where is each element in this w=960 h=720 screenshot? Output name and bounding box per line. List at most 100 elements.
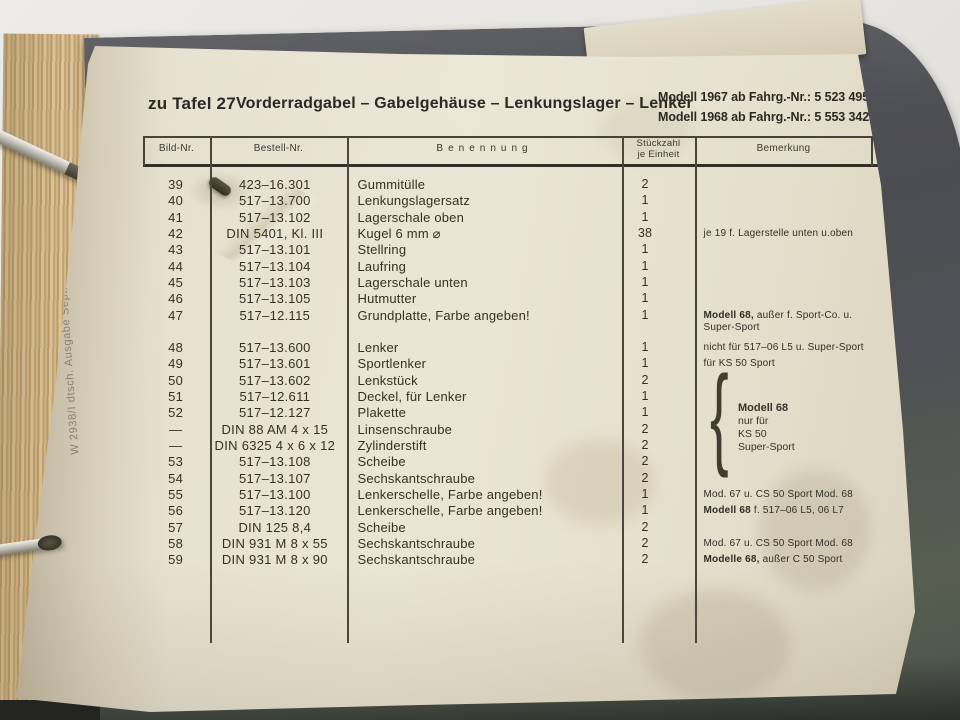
remark-text: außer f. Sport-Co. u. Super-Sport <box>703 309 853 333</box>
bild-nr-cell: 56 <box>168 503 184 519</box>
bemerkung-cell: für KS 50 Sport <box>681 356 903 372</box>
paper-stain <box>640 590 790 700</box>
column-divider <box>210 136 212 643</box>
model-info-line-1968: Modell 1968 ab Fahrg.-Nr.: 5 553 342 <box>658 109 870 124</box>
benennung-cell: Lenker <box>357 339 399 355</box>
group-remark-line: KS 50 <box>738 428 767 440</box>
benennung-cell: Scheibe <box>357 519 406 535</box>
remark-text: für KS 50 Sport <box>703 358 775 370</box>
bemerkung-cell <box>681 210 903 226</box>
table-right-border <box>871 136 873 166</box>
bemerkung-cell: Mod. 67 u. CS 50 Sport Mod. 68 <box>681 536 903 552</box>
bild-nr-cell: 41 <box>168 209 184 225</box>
stueckzahl-cell: 2 <box>641 421 649 436</box>
benennung-cell: Lenkerschelle, Farbe angeben! <box>357 503 543 519</box>
binder-shadow-corner <box>0 700 100 720</box>
remark-text: Mod. 67 u. CS 50 Sport Mod. 68 <box>703 488 853 500</box>
benennung-cell: Lagerschale oben <box>357 209 465 225</box>
table-row: — DIN 88 AM 4 x 15 Linsenschraube 2 <box>143 422 903 438</box>
bemerkung-cell <box>681 275 903 291</box>
stueckzahl-cell: 38 <box>637 225 653 240</box>
bestell-nr-cell: 517–13.102 <box>238 209 311 225</box>
table-row: 57 DIN 125 8,4 Scheibe 2 <box>143 520 903 536</box>
table-row: — DIN 6325 4 x 6 x 12 Zylinderstift 2 <box>143 438 903 454</box>
stueckzahl-cell: 1 <box>641 209 649 224</box>
bild-nr-cell: 57 <box>168 519 184 535</box>
bestell-nr-cell: 517–12.115 <box>239 307 311 323</box>
benennung-cell: Laufring <box>357 258 407 274</box>
bemerkung-cell <box>681 520 903 536</box>
bestell-nr-cell: 517–13.600 <box>238 339 311 355</box>
stueckzahl-cell: 2 <box>641 519 649 534</box>
bestell-nr-cell: 517–13.105 <box>238 291 311 307</box>
table-row: 39 423–16.301 Gummitülle 2 <box>143 177 903 193</box>
paper-stain <box>545 440 655 525</box>
bild-nr-cell: 42 <box>168 225 184 241</box>
bemerkung-cell: Modelle 68, außer C 50 Sport <box>681 552 903 568</box>
stueckzahl-cell: 1 <box>641 388 649 403</box>
stueckzahl-cell: 2 <box>641 535 649 550</box>
bild-nr-cell: 55 <box>168 486 184 502</box>
stueckzahl-cell: 2 <box>641 372 649 387</box>
bild-nr-cell: 59 <box>168 552 184 568</box>
stueckzahl-cell: 1 <box>641 193 649 208</box>
stueckzahl-cell: 2 <box>641 552 649 567</box>
bemerkung-cell <box>681 242 903 258</box>
group-remark: { Modell 68 nur für KS 50 Super-Sport <box>710 353 795 478</box>
benennung-cell: Sechskantschraube <box>357 470 476 486</box>
remark-bold-text: Modell 68, <box>703 309 754 321</box>
stueckzahl-cell: 1 <box>641 242 649 257</box>
bild-nr-cell: 49 <box>168 356 184 372</box>
header-stueckzahl-line1: Stückzahl <box>636 138 681 149</box>
table-row: 43 517–13.101 Stellring 1 <box>143 242 903 258</box>
bild-nr-cell: 54 <box>168 470 184 486</box>
stueckzahl-cell: 2 <box>641 177 649 191</box>
paper-stain <box>760 470 870 590</box>
bestell-nr-cell: 517–13.602 <box>238 372 311 388</box>
bild-nr-cell: 44 <box>168 258 184 274</box>
table-left-border <box>143 136 145 166</box>
bild-nr-cell: — <box>168 437 183 453</box>
stueckzahl-cell: 1 <box>641 339 649 354</box>
header-benennung: Benennung <box>436 143 533 154</box>
table-row: 58 DIN 931 M 8 x 55 Sechskantschraube 2 … <box>143 536 903 552</box>
bild-nr-cell: 46 <box>168 291 184 307</box>
group-remark-title: Modell 68 <box>738 402 789 414</box>
benennung-cell: Zylinderstift <box>357 437 427 453</box>
bemerkung-cell <box>681 259 903 275</box>
bemerkung-cell: Modell 68, außer f. Sport-Co. u. Super-S… <box>681 308 903 333</box>
column-divider <box>695 136 697 643</box>
benennung-cell: Sechskantschraube <box>357 552 476 568</box>
remark-bold-text: Modell 68 <box>703 505 751 517</box>
paper-stain <box>600 100 690 160</box>
bestell-nr-cell: DIN 931 M 8 x 90 <box>221 552 328 568</box>
bild-nr-cell: — <box>168 421 183 437</box>
stueckzahl-cell: 1 <box>641 274 649 289</box>
benennung-cell: Sportlenker <box>357 356 427 372</box>
bestell-nr-cell: 517–13.700 <box>238 193 311 209</box>
benennung-cell: Deckel, für Lenker <box>357 388 467 404</box>
header-bild-nr: Bild-Nr. <box>158 143 195 154</box>
bemerkung-cell <box>681 291 903 307</box>
bemerkung-cell <box>681 193 903 209</box>
page-title: Vorderradgabel – Gabelgehäuse – Lenkungs… <box>236 95 693 112</box>
tafel-number: zu Tafel 27 <box>148 94 236 113</box>
column-divider <box>347 136 349 643</box>
table-header-rule <box>143 164 880 167</box>
brace-glyph: { <box>710 353 729 478</box>
table-body: 39 423–16.301 Gummitülle 2 40 517–13.700… <box>143 177 903 569</box>
table-row: 45 517–13.103 Lagerschale unten 1 <box>143 275 903 291</box>
model-info: Modell 1967 ab Fahrg.-Nr.: 5 523 495 Mod… <box>658 88 869 127</box>
model-info-line-1967: Modell 1967 ab Fahrg.-Nr.: 5 523 495 <box>658 90 870 104</box>
group-remark-line: nur für <box>738 415 769 427</box>
stueckzahl-cell: 1 <box>641 291 649 306</box>
group-remark-text: Modell 68 nur für KS 50 Super-Sport <box>738 402 795 468</box>
stueckzahl-cell: 1 <box>641 356 649 371</box>
table-row: 59 DIN 931 M 8 x 90 Sechskantschraube 2 … <box>143 552 903 568</box>
bestell-nr-cell: 423–16.301 <box>238 177 311 192</box>
bestell-nr-cell: 517–13.108 <box>238 454 311 470</box>
bemerkung-cell: nicht für 517–06 L5 u. Super-Sport <box>681 340 903 356</box>
stueckzahl-cell: 1 <box>641 307 649 322</box>
benennung-cell: Sechskantschraube <box>357 535 476 551</box>
